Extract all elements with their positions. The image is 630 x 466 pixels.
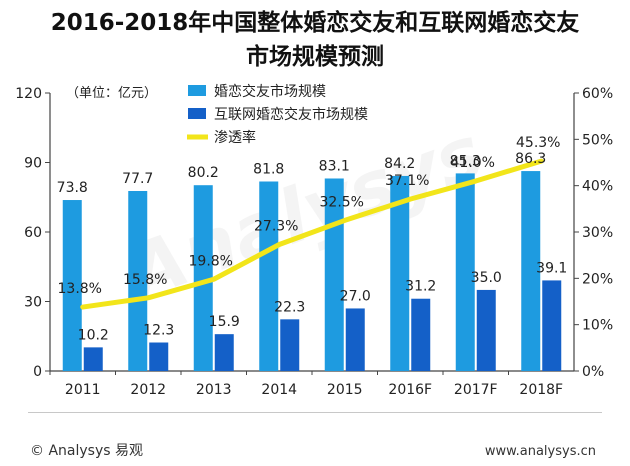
penetration-line: [80, 158, 544, 310]
chart-title-line-1: 2016-2018年中国整体婚恋交友和互联网婚恋交友: [50, 10, 580, 36]
chart-title-line-2: 市场规模预测: [246, 44, 384, 70]
legend-entry: 互联网婚恋交友市场规模: [214, 106, 368, 123]
combo-chart: 0 30 60 90 120 0% 10% 20% 30% 40% 50% 60% 2011 2012 20…: [15, 83, 613, 398]
x-tick-label: 2015: [327, 382, 363, 398]
x-tick-label: 2011: [65, 382, 101, 398]
bar-market-online: [542, 280, 562, 371]
line-label-penetration: 27.3%: [254, 219, 298, 235]
bar-label-market-total: 84.2: [384, 156, 415, 172]
legend-swatch: [188, 85, 206, 96]
bar-market-total: [390, 175, 410, 371]
bar-market-online: [149, 342, 169, 371]
legend-entry: 渗透率: [214, 129, 256, 146]
y-right-tick-label: 60%: [582, 86, 613, 102]
y-left-tick-label: 120: [15, 86, 42, 102]
bar-market-total: [455, 173, 475, 371]
y-right-tick-label: 40%: [582, 179, 613, 195]
line-label-penetration: 13.8%: [58, 281, 102, 297]
y-right-tick-label: 20%: [582, 271, 613, 287]
bar-label-market-total: 73.8: [57, 180, 88, 196]
y-right-tick-label: 10%: [582, 318, 613, 334]
bar-market-online: [345, 308, 365, 371]
bar-label-market-total: 85.3: [450, 153, 481, 169]
bar-label-market-online: 15.9: [209, 314, 240, 330]
bar-label-market-online: 39.1: [536, 260, 567, 276]
bar-label-market-total: 83.1: [319, 158, 350, 174]
unit-label: （单位：亿元）: [66, 86, 157, 101]
bar-market-total: [259, 181, 279, 371]
x-tick-label: 2012: [130, 382, 166, 398]
y-left-tick-label: 60: [24, 225, 42, 241]
bar-label-market-total: 80.2: [188, 165, 219, 181]
bar-label-market-online: 31.2: [405, 279, 436, 295]
bar-market-online: [83, 347, 103, 371]
x-tick-label: 2013: [196, 382, 232, 398]
footer: © Analysys 易观 www.analysys.cn: [0, 412, 630, 466]
bar-market-online: [280, 319, 300, 371]
y-left-tick-label: 90: [24, 156, 42, 172]
legend-swatch: [188, 108, 206, 119]
line-label-penetration: 15.8%: [123, 272, 167, 288]
bar-label-market-total: 81.8: [253, 161, 284, 177]
x-tick-label: 2017F: [454, 382, 498, 398]
bar-label-market-online: 12.3: [143, 323, 174, 339]
bar-label-market-total: 86.3: [515, 151, 546, 167]
bar-market-total: [128, 190, 148, 371]
website-link[interactable]: www.analysys.cn: [484, 444, 596, 459]
x-tick-label: 2018F: [519, 382, 563, 398]
x-tick-label: 2014: [261, 382, 297, 398]
bar-label-market-online: 22.3: [274, 299, 305, 315]
bar-market-online: [476, 289, 496, 371]
axes: 0 30 60 90 120 0% 10% 20% 30% 40% 50% 60% 2011 2012 20…: [15, 86, 613, 398]
bar-market-total: [193, 185, 213, 371]
line-label-penetration: 41.0%: [451, 155, 495, 171]
y-right-tick-label: 0%: [582, 364, 604, 380]
bar-market-total: [62, 200, 82, 371]
y-left-tick-label: 30: [24, 295, 42, 311]
y-left-tick-label: 0: [33, 364, 42, 380]
bar-market-online: [411, 298, 431, 371]
legend-entry: 婚恋交友市场规模: [214, 83, 326, 100]
bar-market-online: [214, 334, 234, 371]
line-label-penetration: 19.8%: [189, 253, 233, 269]
y-right-tick-label: 30%: [582, 225, 613, 241]
y-right-tick-label: 50%: [582, 132, 613, 148]
penetration-line-path: [80, 158, 544, 310]
bar-market-total: [521, 171, 541, 371]
x-tick-label: 2016F: [388, 382, 432, 398]
footer-divider: [28, 412, 602, 413]
line-label-penetration: 45.3%: [516, 135, 560, 151]
line-label-penetration: 37.1%: [385, 173, 429, 189]
bar-label-market-online: 10.2: [78, 327, 109, 343]
bar-label-market-online: 35.0: [471, 270, 502, 286]
data-labels: 73.8 77.7 80.2 81.8 83.1 84.2 85.3 86.3 10.2 12.3…: [57, 135, 568, 343]
chart-title: 2016-2018年中国整体婚恋交友和互联网婚恋交友 市场规模预测: [0, 6, 630, 74]
bar-label-market-online: 27.0: [340, 288, 371, 304]
copyright-text: © Analysys 易观: [30, 443, 143, 459]
line-label-penetration: 32.5%: [320, 194, 364, 210]
bar-label-market-total: 77.7: [122, 171, 153, 187]
